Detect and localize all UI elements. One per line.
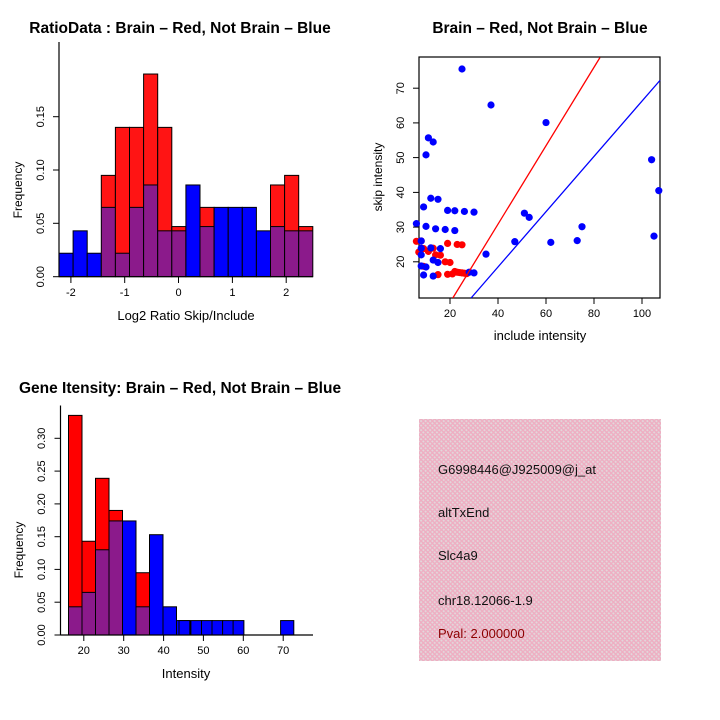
svg-text:include intensity: include intensity <box>494 328 587 343</box>
svg-text:20: 20 <box>444 308 456 320</box>
svg-text:70: 70 <box>395 82 407 94</box>
svg-text:40: 40 <box>395 186 407 198</box>
svg-text:-2: -2 <box>66 287 76 299</box>
svg-text:0.10: 0.10 <box>35 159 47 180</box>
svg-text:G6998446@J925009@j_at: G6998446@J925009@j_at <box>438 462 596 477</box>
svg-text:Gene Itensity: Brain – Red, No: Gene Itensity: Brain – Red, Not Brain – … <box>19 380 342 397</box>
svg-text:0.00: 0.00 <box>36 624 48 645</box>
svg-text:Log2 Ratio Skip/Include: Log2 Ratio Skip/Include <box>117 308 254 323</box>
svg-text:1: 1 <box>229 287 235 299</box>
svg-text:30: 30 <box>395 221 407 233</box>
svg-text:0.20: 0.20 <box>36 493 48 514</box>
svg-text:20: 20 <box>78 645 90 657</box>
svg-text:50: 50 <box>395 151 407 163</box>
svg-text:60: 60 <box>395 117 407 129</box>
svg-text:-1: -1 <box>120 287 130 299</box>
svg-text:80: 80 <box>588 308 600 320</box>
svg-text:Brain – Red, Not Brain – Blue: Brain – Red, Not Brain – Blue <box>432 20 648 37</box>
svg-text:60: 60 <box>237 645 249 657</box>
svg-text:0.25: 0.25 <box>36 460 48 481</box>
svg-text:0.15: 0.15 <box>35 106 47 127</box>
svg-text:40: 40 <box>492 308 504 320</box>
svg-text:20: 20 <box>395 256 407 268</box>
svg-text:Pval: 2.000000: Pval: 2.000000 <box>438 626 525 641</box>
svg-text:chr18.12066-1.9: chr18.12066-1.9 <box>438 593 533 608</box>
svg-text:0.30: 0.30 <box>36 428 48 449</box>
svg-text:30: 30 <box>118 645 130 657</box>
svg-text:50: 50 <box>197 645 209 657</box>
svg-text:0.05: 0.05 <box>35 213 47 234</box>
svg-text:RatioData : Brain – Red, Not B: RatioData : Brain – Red, Not Brain – Blu… <box>29 20 331 37</box>
svg-text:40: 40 <box>157 645 169 657</box>
svg-text:0.00: 0.00 <box>35 266 47 287</box>
svg-text:Slc4a9: Slc4a9 <box>438 548 478 563</box>
svg-text:100: 100 <box>633 308 651 320</box>
svg-text:altTxEnd: altTxEnd <box>438 505 489 520</box>
svg-text:Frequency: Frequency <box>12 522 26 579</box>
svg-text:0.10: 0.10 <box>36 559 48 580</box>
svg-text:70: 70 <box>277 645 289 657</box>
svg-text:skip intensity: skip intensity <box>371 143 385 212</box>
svg-text:0.15: 0.15 <box>36 526 48 547</box>
svg-text:60: 60 <box>540 308 552 320</box>
svg-text:Frequency: Frequency <box>11 162 25 219</box>
svg-text:2: 2 <box>283 287 289 299</box>
svg-text:Intensity: Intensity <box>162 666 211 681</box>
svg-text:0.05: 0.05 <box>36 591 48 612</box>
svg-text:0: 0 <box>175 287 181 299</box>
